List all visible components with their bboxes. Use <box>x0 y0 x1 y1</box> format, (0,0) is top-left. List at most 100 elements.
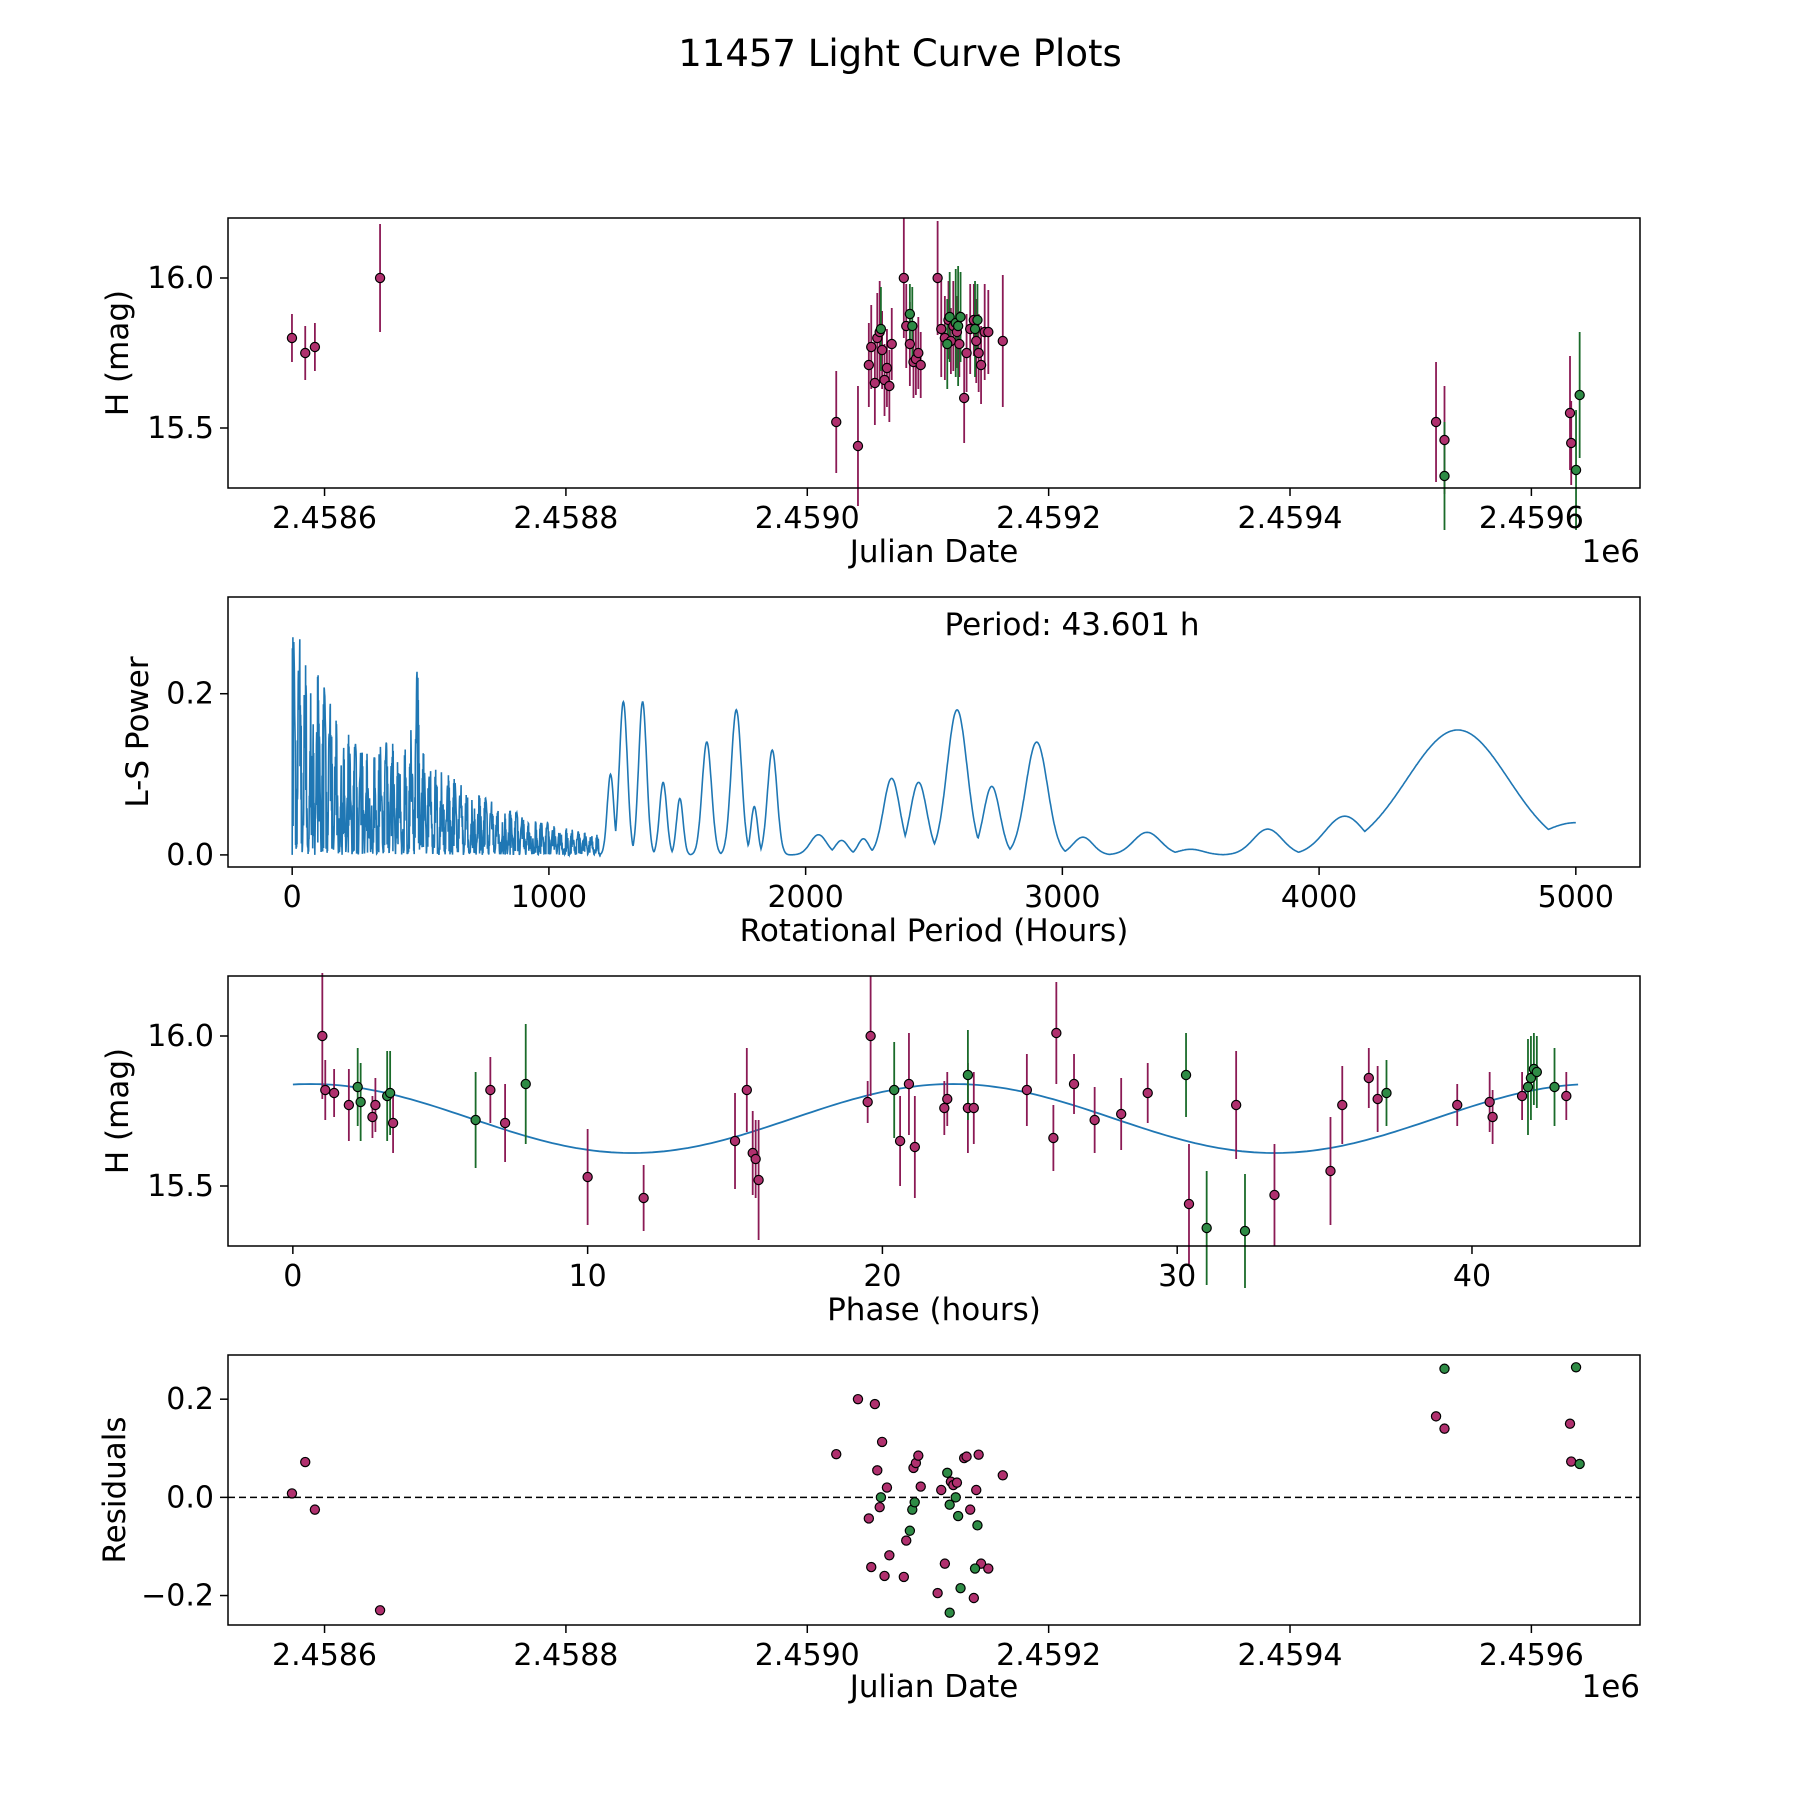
phased-point <box>370 1099 381 1111</box>
lightcurve-point <box>1564 407 1576 419</box>
periodogram-ytick-label: 0.0 <box>166 838 214 873</box>
periodogram-ylabel: L-S Power <box>120 656 156 807</box>
phased-yticks: 15.5 16.0 <box>147 1019 228 1204</box>
panel-phased: 0 10 20 30 40 15.5 16.0 Phase (hours) H (mag) <box>100 973 1641 1328</box>
lightcurve-point <box>1570 464 1582 476</box>
lightcurve-point <box>831 416 842 428</box>
phased-point <box>1269 1189 1280 1201</box>
phased-point <box>1051 1027 1062 1039</box>
phased-point <box>1516 1090 1528 1102</box>
periodogram-frame <box>227 596 1641 868</box>
phased-point <box>1381 1087 1392 1099</box>
periodogram-xlabel: Rotational Period (Hours) <box>740 913 1129 949</box>
phased-point <box>1372 1093 1383 1105</box>
residuals-point <box>983 1563 994 1574</box>
residuals-point <box>872 1465 883 1476</box>
residuals-point <box>944 1607 955 1618</box>
phased-point <box>1068 1078 1080 1090</box>
phased-xlabel: Phase (hours) <box>827 1292 1041 1328</box>
lightcurve-point <box>971 335 982 347</box>
lightcurve-point <box>852 440 864 452</box>
phased-point <box>889 1084 900 1096</box>
lightcurve-ytick-label: 16.0 <box>147 261 214 296</box>
lightcurve-point <box>866 341 877 353</box>
lightcurve-point <box>942 338 953 350</box>
residuals-point <box>973 1449 984 1460</box>
lightcurve-xtick-label: 2.4588 <box>513 501 618 536</box>
phased-xtick-label: 20 <box>863 1259 901 1294</box>
residuals-point <box>875 1492 887 1503</box>
residuals-point <box>909 1497 920 1508</box>
phased-point <box>1531 1066 1543 1078</box>
residuals-point <box>904 1525 916 1536</box>
phased-point <box>968 1102 979 1114</box>
periodogram-annotation: Period: 43.601 h <box>945 607 1200 643</box>
periodogram-xtick-label: 3000 <box>1024 880 1100 915</box>
lightcurve-point <box>881 362 893 374</box>
periodogram-xtick-label: 2000 <box>767 880 843 915</box>
residuals-point <box>876 1436 888 1448</box>
residuals-point <box>955 1582 966 1594</box>
lightcurve-offset-label: 1e6 <box>1581 534 1640 570</box>
phased-ylabel: H (mag) <box>100 1048 136 1174</box>
lightcurve-point <box>876 344 888 356</box>
phased-point <box>1522 1081 1534 1093</box>
residuals-point <box>951 1477 963 1488</box>
residuals-point <box>913 1450 924 1461</box>
periodogram-line <box>291 637 1576 858</box>
residuals-point <box>374 1605 386 1616</box>
residuals-point <box>286 1488 298 1499</box>
lightcurve-point <box>884 380 895 392</box>
lightcurve-point <box>886 338 897 350</box>
residuals-point <box>863 1513 875 1524</box>
phased-point <box>939 1102 950 1114</box>
phased-frame <box>227 975 1641 1247</box>
residuals-ytick-label: 0.2 <box>166 1382 214 1417</box>
residuals-point <box>1570 1362 1582 1373</box>
phased-point <box>942 1093 953 1105</box>
lightcurve-point <box>904 338 916 350</box>
residuals-point <box>1430 1411 1442 1422</box>
residuals-point <box>915 1481 926 1492</box>
lightcurve-ylabel: H (mag) <box>100 290 136 416</box>
periodogram-ytick-label: 0.2 <box>166 677 214 712</box>
phased-point <box>1337 1099 1348 1111</box>
phased-point <box>317 1030 328 1042</box>
lightcurve-xticks: 2.4586 2.4588 2.4590 2.4592 2.4594 2.4596 <box>272 488 1584 536</box>
residuals-point <box>884 1550 895 1561</box>
residuals-point <box>942 1467 953 1479</box>
phased-point <box>962 1069 974 1081</box>
lightcurve-point <box>954 338 965 350</box>
phased-point <box>1325 1165 1336 1177</box>
residuals-xtick-label: 2.4590 <box>755 1638 860 1673</box>
phased-xtick-label: 30 <box>1158 1259 1196 1294</box>
residuals-point <box>968 1592 980 1604</box>
phased-point <box>1142 1087 1153 1099</box>
residuals-point <box>971 1484 982 1496</box>
periodogram-xtick-label: 4000 <box>1281 880 1357 915</box>
lightcurve-point <box>904 308 916 320</box>
panel-residuals: 2.4586 2.4588 2.4590 2.4592 2.4594 2.4596 −0.… <box>97 1354 1641 1705</box>
phased-xtick-label: 40 <box>1453 1259 1491 1294</box>
phased-model-curve <box>292 1083 1579 1154</box>
phased-point <box>1048 1132 1059 1144</box>
lightcurve-errorbars <box>291 218 1581 530</box>
lightcurve-point <box>936 323 947 335</box>
phased-point <box>387 1117 399 1129</box>
phased-xticks: 0 10 20 30 40 <box>283 1246 1491 1294</box>
lightcurve-point <box>1430 416 1442 428</box>
lightcurve-yticks: 15.5 16.0 <box>147 261 228 446</box>
lightcurve-point <box>975 359 987 371</box>
figure-title: 11457 Light Curve Plots <box>678 32 1122 75</box>
residuals-xtick-label: 2.4586 <box>272 1638 377 1673</box>
phased-point <box>1484 1096 1495 1108</box>
phased-point <box>355 1096 366 1108</box>
lightcurve-xtick-label: 2.4590 <box>755 501 860 536</box>
phased-point <box>1452 1099 1463 1111</box>
phased-ytick-label: 16.0 <box>147 1019 214 1054</box>
residuals-point <box>1564 1418 1576 1429</box>
residuals-point <box>944 1499 955 1510</box>
lightcurve-point <box>875 323 887 335</box>
lightcurve-point <box>300 347 311 359</box>
